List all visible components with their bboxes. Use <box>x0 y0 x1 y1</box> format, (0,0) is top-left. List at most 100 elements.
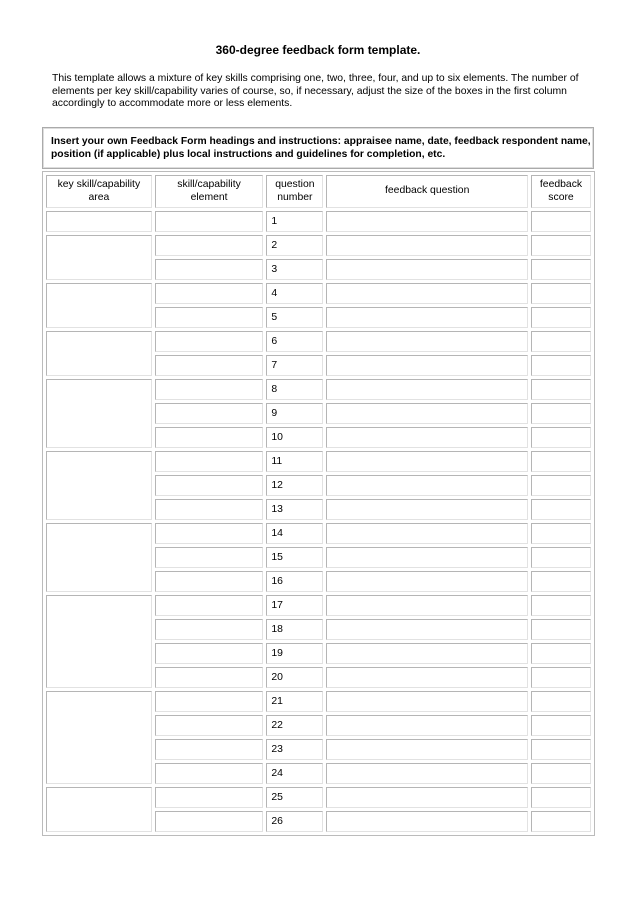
skill-element-cell[interactable] <box>154 739 264 760</box>
key-skill-area-cell[interactable] <box>46 331 152 376</box>
feedback-score-cell[interactable] <box>531 739 591 760</box>
key-skill-area-cell[interactable] <box>46 523 152 592</box>
feedback-score-cell[interactable] <box>531 571 591 592</box>
feedback-score-cell[interactable] <box>531 475 591 496</box>
header-skill-element: skill/capability element <box>154 175 264 208</box>
key-skill-area-cell[interactable] <box>46 283 152 328</box>
skill-element-cell[interactable] <box>154 283 264 304</box>
key-skill-area-cell[interactable] <box>46 595 152 688</box>
feedback-question-cell[interactable] <box>326 571 529 592</box>
skill-element-cell[interactable] <box>154 715 264 736</box>
feedback-score-cell[interactable] <box>531 451 591 472</box>
skill-element-cell[interactable] <box>154 691 264 712</box>
table-row: 15 <box>46 547 591 568</box>
feedback-score-cell[interactable] <box>531 379 591 400</box>
key-skill-area-cell[interactable] <box>46 379 152 448</box>
feedback-score-cell[interactable] <box>531 547 591 568</box>
question-number-cell: 1 <box>266 211 324 232</box>
skill-element-cell[interactable] <box>154 307 264 328</box>
feedback-question-cell[interactable] <box>326 379 529 400</box>
feedback-question-cell[interactable] <box>326 499 529 520</box>
question-number-cell: 2 <box>266 235 324 256</box>
feedback-score-cell[interactable] <box>531 643 591 664</box>
skill-element-cell[interactable] <box>154 235 264 256</box>
feedback-question-cell[interactable] <box>326 259 529 280</box>
skill-element-cell[interactable] <box>154 667 264 688</box>
skill-element-cell[interactable] <box>154 619 264 640</box>
feedback-question-cell[interactable] <box>326 211 529 232</box>
question-number-cell: 11 <box>266 451 324 472</box>
key-skill-area-cell[interactable] <box>46 211 152 232</box>
skill-element-cell[interactable] <box>154 331 264 352</box>
feedback-score-cell[interactable] <box>531 235 591 256</box>
feedback-score-cell[interactable] <box>531 283 591 304</box>
feedback-score-cell[interactable] <box>531 403 591 424</box>
header-feedback-score: feedback score <box>531 175 591 208</box>
skill-element-cell[interactable] <box>154 379 264 400</box>
key-skill-area-cell[interactable] <box>46 235 152 280</box>
skill-element-cell[interactable] <box>154 571 264 592</box>
feedback-question-cell[interactable] <box>326 403 529 424</box>
skill-element-cell[interactable] <box>154 547 264 568</box>
feedback-score-cell[interactable] <box>531 715 591 736</box>
feedback-question-cell[interactable] <box>326 595 529 616</box>
skill-element-cell[interactable] <box>154 211 264 232</box>
feedback-question-cell[interactable] <box>326 307 529 328</box>
feedback-question-cell[interactable] <box>326 355 529 376</box>
feedback-question-cell[interactable] <box>326 475 529 496</box>
key-skill-area-cell[interactable] <box>46 451 152 520</box>
feedback-score-cell[interactable] <box>531 667 591 688</box>
feedback-score-cell[interactable] <box>531 619 591 640</box>
skill-element-cell[interactable] <box>154 259 264 280</box>
skill-element-cell[interactable] <box>154 643 264 664</box>
skill-element-cell[interactable] <box>154 499 264 520</box>
feedback-question-cell[interactable] <box>326 547 529 568</box>
feedback-question-cell[interactable] <box>326 427 529 448</box>
feedback-question-cell[interactable] <box>326 763 529 784</box>
feedback-table: key skill/capability area skill/capabili… <box>42 171 595 836</box>
feedback-score-cell[interactable] <box>531 811 591 832</box>
feedback-question-cell[interactable] <box>326 235 529 256</box>
feedback-question-cell[interactable] <box>326 619 529 640</box>
feedback-score-cell[interactable] <box>531 355 591 376</box>
skill-element-cell[interactable] <box>154 811 264 832</box>
feedback-score-cell[interactable] <box>531 331 591 352</box>
feedback-score-cell[interactable] <box>531 787 591 808</box>
feedback-score-cell[interactable] <box>531 307 591 328</box>
feedback-score-cell[interactable] <box>531 499 591 520</box>
feedback-question-cell[interactable] <box>326 691 529 712</box>
skill-element-cell[interactable] <box>154 475 264 496</box>
skill-element-cell[interactable] <box>154 403 264 424</box>
feedback-question-cell[interactable] <box>326 715 529 736</box>
question-number-cell: 5 <box>266 307 324 328</box>
question-number-cell: 15 <box>266 547 324 568</box>
feedback-question-cell[interactable] <box>326 451 529 472</box>
feedback-score-cell[interactable] <box>531 763 591 784</box>
table-row: 18 <box>46 619 591 640</box>
feedback-score-cell[interactable] <box>531 595 591 616</box>
feedback-question-cell[interactable] <box>326 523 529 544</box>
skill-element-cell[interactable] <box>154 355 264 376</box>
feedback-score-cell[interactable] <box>531 211 591 232</box>
feedback-score-cell[interactable] <box>531 259 591 280</box>
feedback-question-cell[interactable] <box>326 331 529 352</box>
key-skill-area-cell[interactable] <box>46 691 152 784</box>
skill-element-cell[interactable] <box>154 451 264 472</box>
feedback-question-cell[interactable] <box>326 643 529 664</box>
feedback-score-cell[interactable] <box>531 523 591 544</box>
feedback-score-cell[interactable] <box>531 691 591 712</box>
skill-element-cell[interactable] <box>154 523 264 544</box>
skill-element-cell[interactable] <box>154 427 264 448</box>
feedback-question-cell[interactable] <box>326 787 529 808</box>
feedback-question-cell[interactable] <box>326 739 529 760</box>
feedback-score-cell[interactable] <box>531 427 591 448</box>
feedback-question-cell[interactable] <box>326 667 529 688</box>
feedback-question-cell[interactable] <box>326 283 529 304</box>
skill-element-cell[interactable] <box>154 595 264 616</box>
feedback-question-cell[interactable] <box>326 811 529 832</box>
skill-element-cell[interactable] <box>154 787 264 808</box>
question-number-cell: 24 <box>266 763 324 784</box>
key-skill-area-cell[interactable] <box>46 787 152 832</box>
skill-element-cell[interactable] <box>154 763 264 784</box>
table-row: 20 <box>46 667 591 688</box>
